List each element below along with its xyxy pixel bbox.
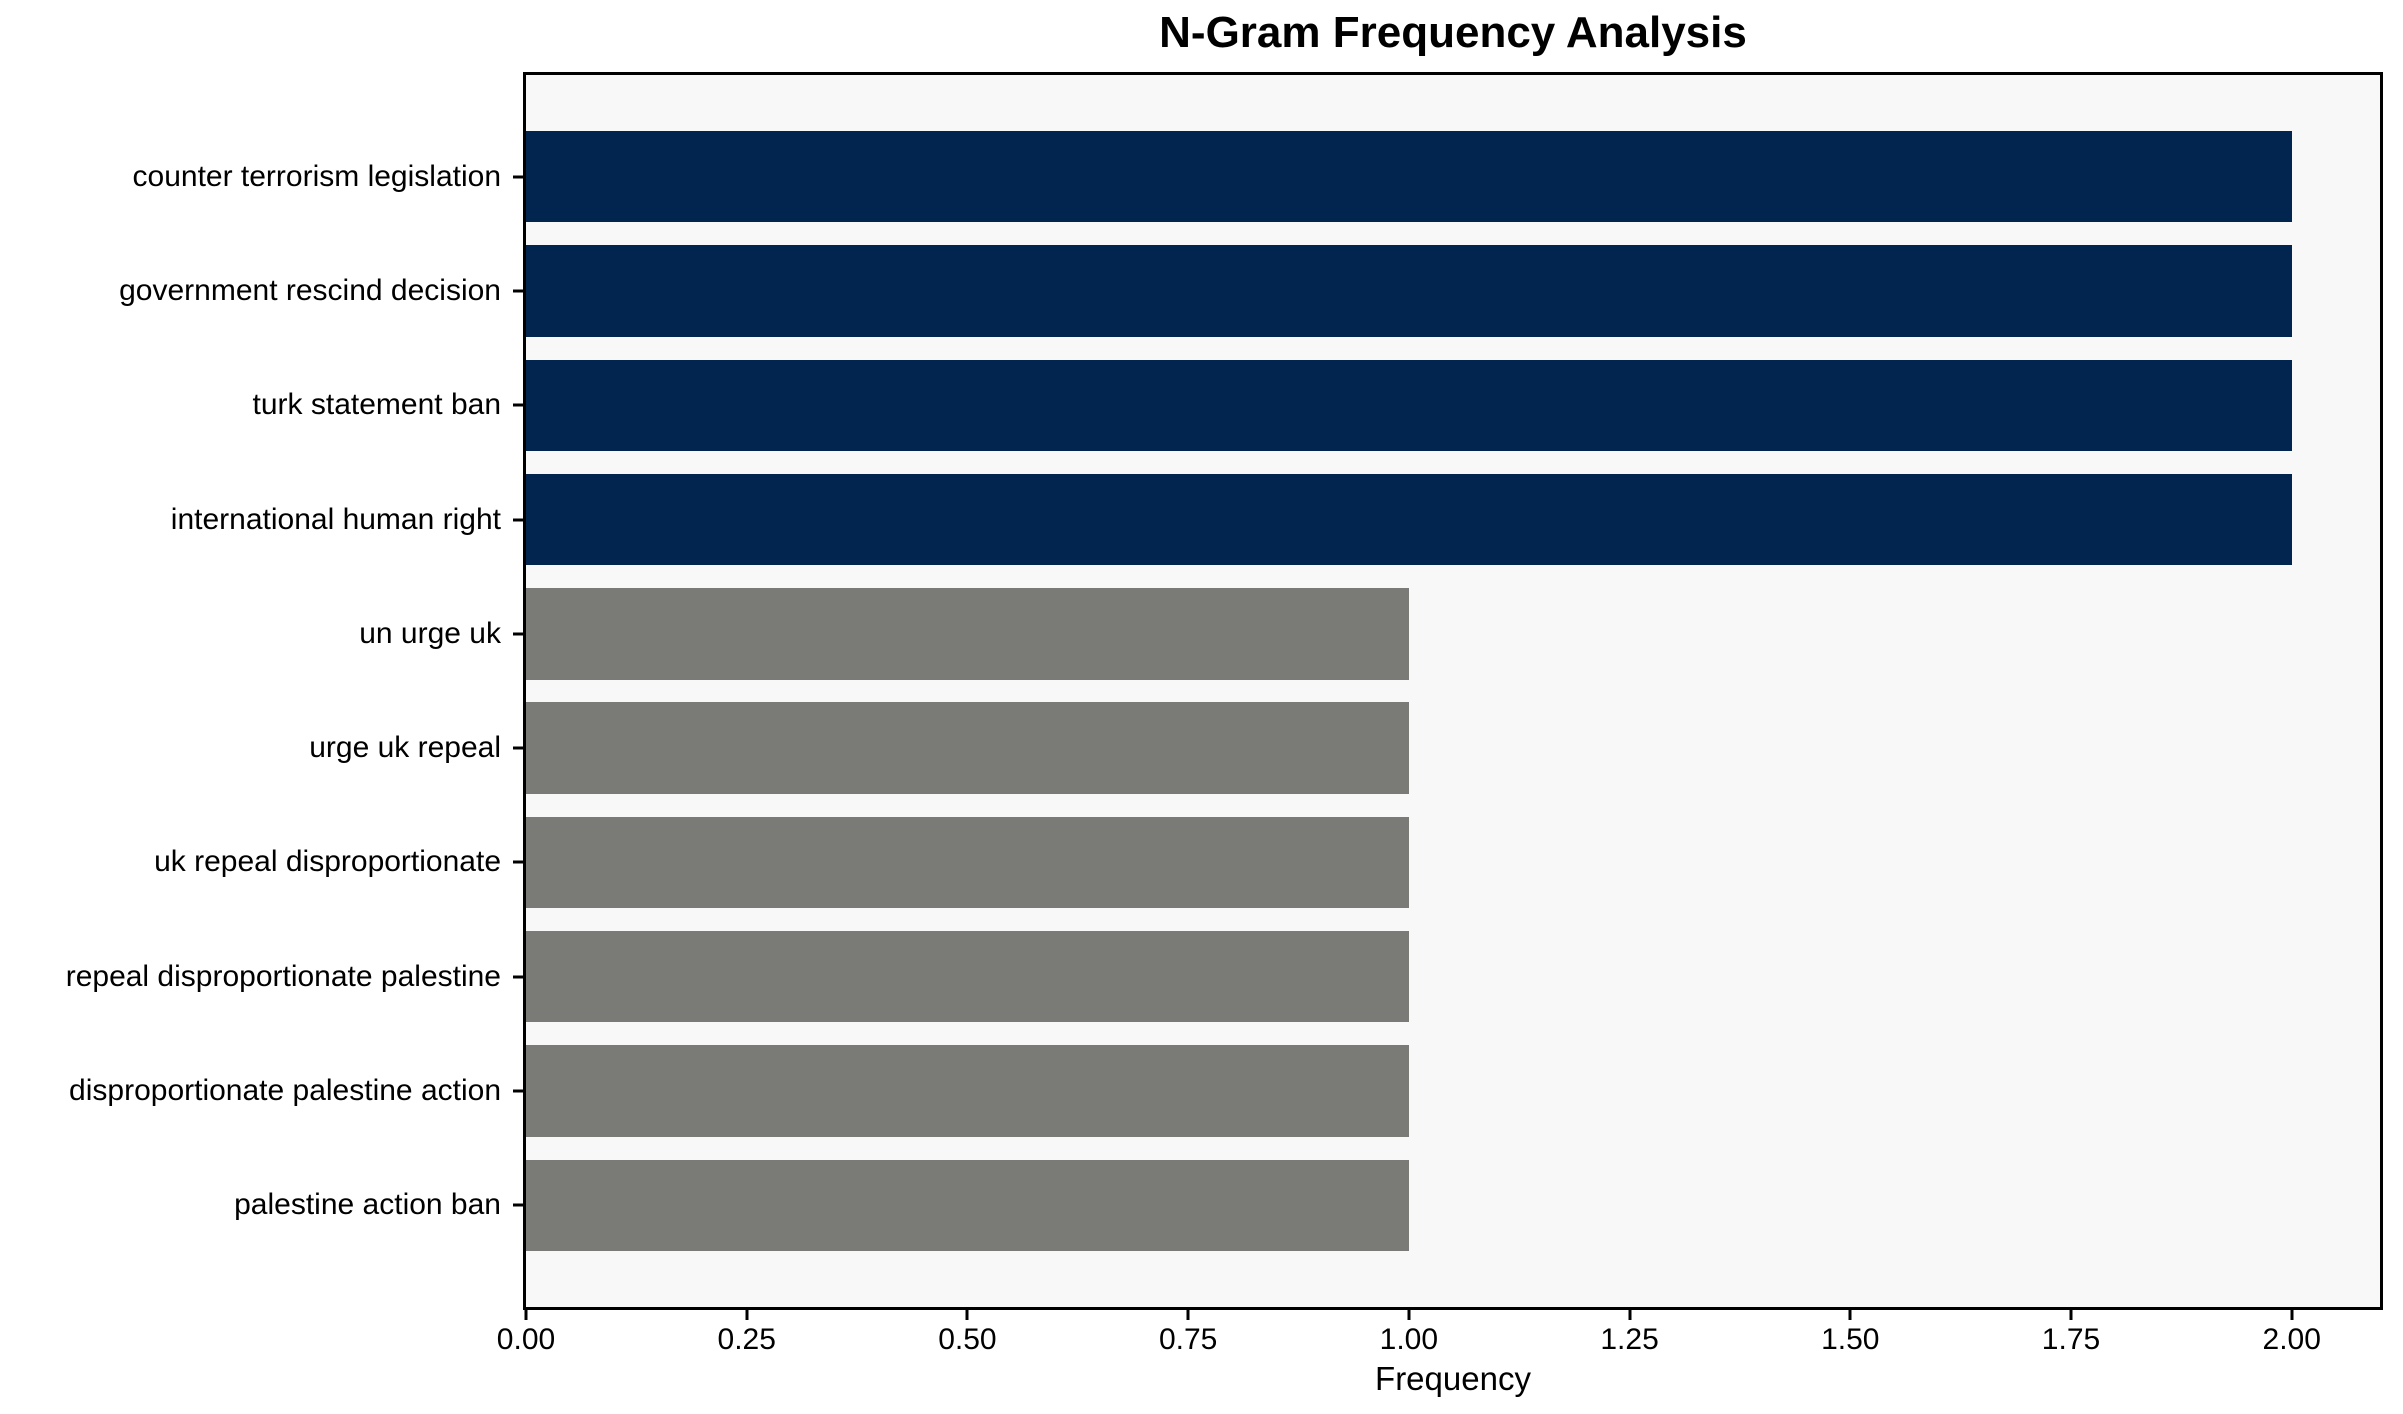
x-tick-mark — [1628, 1310, 1632, 1320]
y-tick-mark — [513, 175, 524, 179]
y-tick-mark — [513, 860, 524, 864]
bar-urge-uk-repeal — [526, 702, 1409, 794]
chart-title: N-Gram Frequency Analysis — [1159, 8, 1747, 57]
y-tick-label: uk repeal disproportionate — [154, 845, 501, 879]
x-tick-mark — [1186, 1310, 1190, 1320]
bar-repeal-disproportionate-palestine — [526, 931, 1409, 1023]
x-tick-label: 1.75 — [2041, 1323, 2101, 1356]
x-tick-mark — [965, 1310, 969, 1320]
y-tick-mark — [513, 518, 524, 522]
y-tick-label: disproportionate palestine action — [69, 1074, 501, 1107]
bar-palestine-action-ban — [526, 1159, 1409, 1251]
y-tick-label: international human right — [170, 502, 501, 536]
y-tick-label: un urge uk — [359, 616, 501, 650]
x-tick-mark — [1848, 1310, 1852, 1320]
y-tick-mark — [513, 746, 524, 750]
x-tick-label: 0.75 — [1158, 1323, 1218, 1356]
y-tick-label: urge uk repeal — [309, 731, 501, 765]
bar-international-human-right — [526, 473, 2292, 566]
plot-area — [523, 72, 2383, 1310]
x-tick-mark — [745, 1310, 749, 1320]
y-tick-mark — [513, 1203, 524, 1207]
y-tick-label: counter terrorism legislation — [132, 159, 501, 193]
y-tick-mark — [513, 289, 524, 293]
bar-government-rescind-decision — [526, 245, 2292, 337]
x-tick-label: 0.25 — [717, 1323, 776, 1356]
bar-disproportionate-palestine-action — [526, 1045, 1409, 1137]
x-tick-label: 0.00 — [496, 1323, 556, 1356]
y-tick-label: government rescind decision — [119, 274, 501, 307]
x-tick-mark — [2290, 1310, 2294, 1320]
bar-uk-repeal-disproportionate — [526, 816, 1409, 909]
bar-un-urge-uk — [526, 588, 1409, 680]
y-tick-mark — [513, 403, 524, 407]
y-tick-mark — [513, 1089, 524, 1093]
bar-turk-statement-ban — [526, 359, 2292, 451]
y-tick-mark — [513, 975, 524, 979]
y-tick-label: repeal disproportionate palestine — [65, 959, 501, 993]
x-tick-mark — [2069, 1310, 2073, 1320]
y-tick-label: palestine action ban — [234, 1188, 501, 1222]
x-tick-label: 2.00 — [2262, 1323, 2321, 1356]
bar-counter-terrorism-legislation — [526, 131, 2292, 223]
y-tick-label: turk statement ban — [252, 388, 501, 422]
x-tick-mark — [1407, 1310, 1411, 1320]
x-tick-label: 1.00 — [1379, 1323, 1439, 1356]
x-axis-label: Frequency — [1375, 1360, 1531, 1397]
x-tick-label: 0.50 — [938, 1323, 997, 1356]
x-tick-label: 1.50 — [1821, 1323, 1880, 1356]
y-tick-mark — [513, 632, 524, 636]
x-tick-label: 1.25 — [1600, 1323, 1659, 1356]
x-tick-mark — [524, 1310, 528, 1320]
